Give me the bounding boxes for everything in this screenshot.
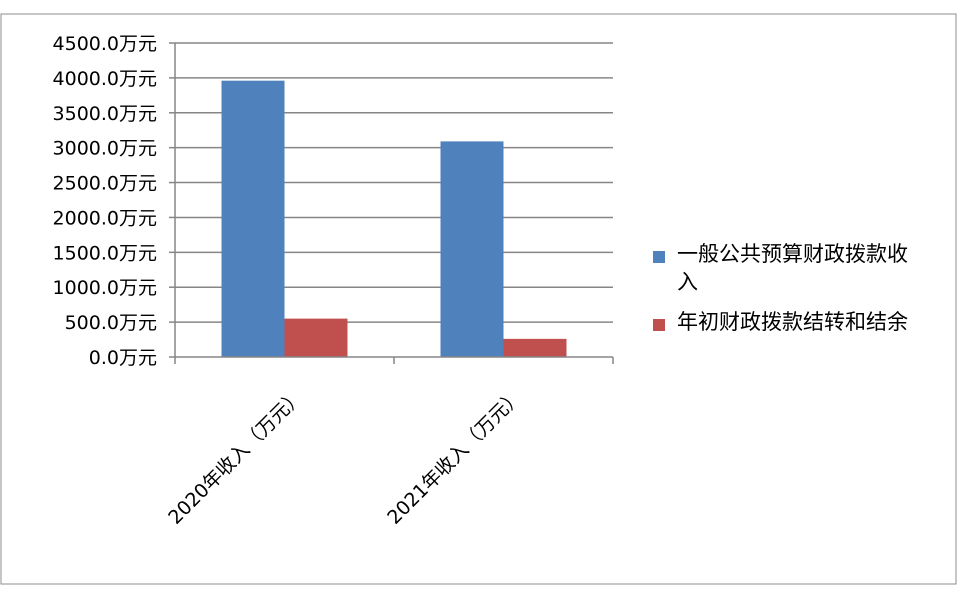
axes (169, 42, 614, 364)
y-tick-label: 0.0万元 (89, 347, 157, 369)
bar (284, 318, 348, 357)
bar (503, 338, 567, 357)
y-tick-label: 3500.0万元 (53, 103, 157, 125)
legend-label: 年初财政拨款结转和结余 (677, 310, 908, 334)
bar (221, 80, 285, 358)
y-tick-label: 3000.0万元 (53, 138, 157, 160)
y-tick-label: 4000.0万元 (53, 68, 157, 90)
y-tick-label: 2000.0万元 (53, 207, 157, 229)
y-tick-label: 1500.0万元 (53, 242, 157, 264)
legend-label: 一般公共预算财政拨款收 (677, 242, 908, 266)
y-tick-labels: 0.0万元 500.0万元 1000.0万元 1500.0万元 2000.0万元 2500… (53, 33, 157, 369)
legend-swatch (653, 319, 665, 331)
bar (440, 141, 504, 357)
y-tick-label: 500.0万元 (65, 312, 157, 334)
legend-swatch (653, 251, 665, 263)
legend-label: 入 (677, 270, 698, 294)
bars (221, 80, 567, 358)
y-tick-label: 1000.0万元 (53, 277, 157, 299)
legend-item: 年初财政拨款结转和结余 (653, 310, 908, 334)
y-tick-label: 4500.0万元 (53, 33, 157, 55)
y-tick-label: 2500.0万元 (53, 173, 157, 195)
